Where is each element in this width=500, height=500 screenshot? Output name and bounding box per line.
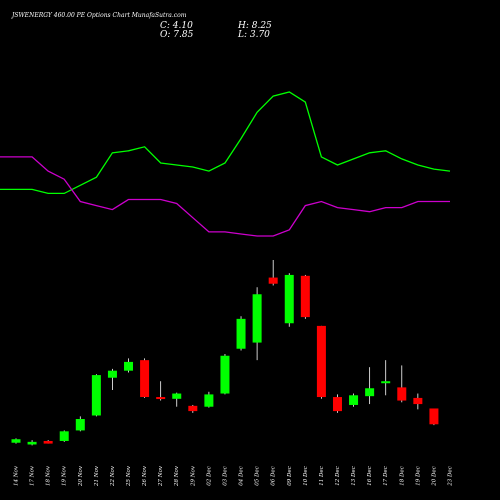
x-tick-label: 12 Dec — [335, 466, 341, 486]
candle — [140, 358, 150, 398]
candle-body-up — [236, 318, 246, 349]
x-tick-label: 18 Nov — [46, 465, 52, 486]
candle-body-up — [27, 441, 37, 445]
x-tick-label: 22 Nov — [110, 465, 116, 487]
x-tick-label: 20 Nov — [78, 465, 84, 487]
candle — [43, 440, 53, 444]
candle-body-down — [268, 277, 278, 284]
x-tick-label: 05 Dec — [255, 466, 261, 486]
candle — [236, 316, 246, 351]
x-tick-label: 02 Dec — [206, 466, 212, 486]
x-tick-label: 29 Nov — [190, 465, 196, 487]
candle-body-down — [397, 387, 407, 401]
candle-body-down — [413, 397, 423, 405]
candle-body-up — [204, 394, 214, 407]
x-tick-label: 03 Dec — [222, 466, 228, 486]
x-tick-label: 18 Dec — [399, 466, 405, 486]
candle-body-up — [252, 294, 262, 343]
x-tick-label: 20 Dec — [431, 466, 437, 487]
candle — [75, 416, 85, 432]
x-tick-label: 10 Dec — [303, 466, 309, 486]
candle-body-up — [124, 361, 134, 371]
candle-body-down — [43, 440, 53, 444]
x-tick-label: 04 Dec — [239, 466, 245, 486]
x-tick-label: 17 Nov — [30, 465, 36, 486]
x-tick-label: 28 Nov — [174, 465, 180, 487]
candle-body-up — [365, 388, 375, 397]
candle — [429, 408, 439, 426]
candle-body-up — [59, 431, 69, 441]
candle — [204, 391, 214, 408]
candle-body-down — [316, 325, 326, 398]
candle-body-down — [332, 397, 342, 412]
candle — [172, 392, 182, 407]
candle-body-down — [429, 408, 439, 425]
candle-body-up — [75, 419, 85, 431]
candle-body-down — [156, 397, 166, 400]
candle — [413, 393, 423, 410]
candle — [284, 273, 294, 327]
candle — [107, 368, 117, 391]
candle-body-up — [91, 375, 101, 416]
low-value: L: 3.70 — [237, 30, 270, 40]
candle-body-up — [107, 370, 117, 378]
candle — [188, 404, 198, 413]
candle — [316, 325, 326, 399]
x-tick-label: 14 Nov — [14, 465, 20, 486]
candle-body-down — [140, 360, 150, 398]
close-value: C: 4.10 — [160, 21, 193, 31]
candle — [349, 393, 359, 407]
candle — [124, 358, 134, 373]
open-value: O: 7.85 — [160, 30, 194, 40]
candles — [11, 260, 439, 446]
candle-body-up — [11, 439, 21, 443]
candle — [332, 394, 342, 413]
x-tick-label: 27 Nov — [158, 465, 164, 487]
x-tick-label: 09 Dec — [287, 466, 293, 486]
x-tick-label: 13 Dec — [351, 466, 357, 486]
x-tick-label: 19 Nov — [62, 465, 68, 486]
candle — [11, 438, 21, 444]
candle — [252, 287, 262, 361]
indicator-lines — [0, 91, 451, 237]
candle-body-up — [349, 395, 359, 405]
x-tick-label: 19 Dec — [415, 466, 421, 486]
x-tick-label: 21 Nov — [94, 465, 100, 487]
candle — [397, 365, 407, 403]
candle — [156, 381, 166, 401]
candle-body-down — [300, 275, 310, 318]
candle — [27, 440, 37, 446]
x-tick-label: 25 Nov — [126, 465, 132, 487]
x-tick-label: 26 Nov — [142, 465, 148, 487]
candle — [300, 274, 310, 319]
chart-title: JSWENERGY 460.00 PE Options Chart Munafa… — [10, 12, 187, 19]
candle — [91, 374, 101, 417]
candle-body-up — [381, 381, 391, 384]
x-axis-ticks: 14 Nov 17 Nov 18 Nov 19 Nov 20 Nov 21 Nov 22 N… — [14, 465, 454, 487]
candle-body-up — [220, 355, 230, 394]
candle — [381, 360, 391, 396]
x-tick-label: 23 Dec — [448, 466, 454, 487]
candle — [365, 367, 375, 405]
x-tick-label: 06 Dec — [271, 466, 277, 486]
high-value: H: 8.25 — [237, 21, 272, 31]
candle-body-up — [284, 274, 294, 324]
candle — [220, 354, 230, 395]
x-tick-label: 11 Dec — [319, 466, 325, 486]
candle-body-up — [172, 393, 182, 399]
x-tick-label: 16 Dec — [367, 466, 373, 486]
green-indicator-line — [0, 91, 451, 195]
candle — [59, 430, 69, 442]
magenta-indicator-line — [0, 156, 450, 237]
candle — [268, 260, 278, 286]
x-tick-label: 17 Dec — [383, 466, 389, 486]
candle-body-down — [188, 405, 198, 412]
